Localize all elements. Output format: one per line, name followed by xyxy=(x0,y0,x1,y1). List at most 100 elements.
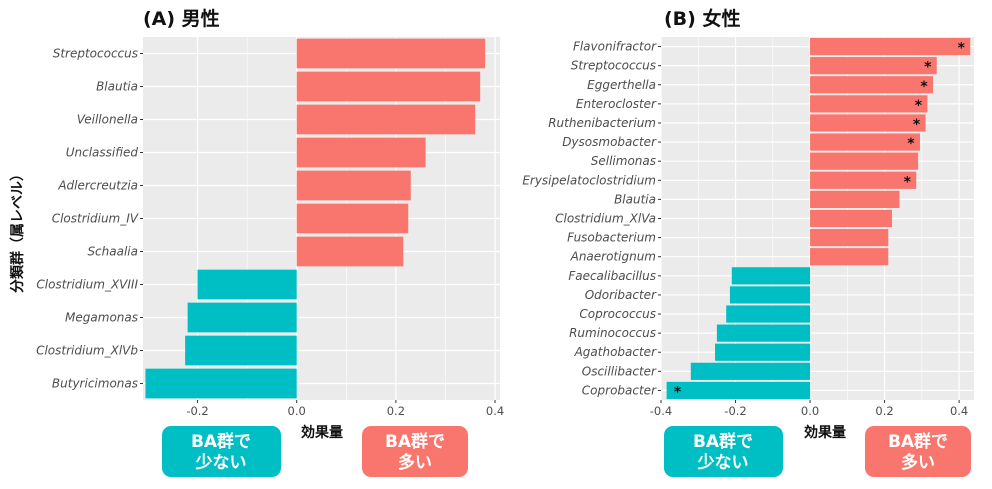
panel-b-category-label: Coprobacter xyxy=(582,383,657,397)
panel-a-x-ticks: -0.2 0.0 0.2 0.4 xyxy=(186,400,504,418)
panel-b-bar xyxy=(716,324,811,342)
panel-a-high-button-line2: 多い xyxy=(398,452,432,473)
panel-a-bar xyxy=(296,203,409,234)
panel-b-low-button: BA群で 少ない xyxy=(664,426,783,477)
panel-a-tick-label: 0.2 xyxy=(387,404,405,418)
panel-b-bar xyxy=(810,114,926,132)
panel-a-low-button: BA群で 少ない xyxy=(162,426,281,477)
panel-a-category-label: Schaalia xyxy=(87,245,138,259)
panel-b-tick-label: -0.2 xyxy=(724,404,746,418)
panel-a-bar xyxy=(185,335,297,366)
panel-a-tick-label: 0.0 xyxy=(288,404,306,418)
panel-b-low-button-line1: BA群で xyxy=(693,431,753,452)
panel-b: (B) 女性 Flavonifractor Streptococcus Eggert… xyxy=(522,7,974,441)
panel-b-bar xyxy=(729,286,811,304)
panel-b-category-label: Faecalibacillus xyxy=(568,269,656,283)
panel-b-category-label: Enterocloster xyxy=(576,97,657,111)
panel-a-bar xyxy=(296,38,486,69)
panel-b-category-label: Eggerthella xyxy=(587,78,656,92)
panel-b-category-label: Clostridium_XlVa xyxy=(555,212,656,226)
y-axis-title: 分類群（属レベル） xyxy=(9,167,26,293)
panel-b-tick-label: 0.2 xyxy=(875,404,893,418)
panel-b-category-label: Ruminococcus xyxy=(569,326,656,340)
panel-a-bar xyxy=(296,71,481,102)
panel-a-category-label: Blautia xyxy=(96,80,138,94)
panel-b-low-button-line2: 少ない xyxy=(697,453,749,473)
panel-a-low-button-bg xyxy=(162,426,281,477)
panel-b-significance-marker: * xyxy=(674,384,682,400)
panel-b-bar xyxy=(810,133,920,151)
panel-b-bar xyxy=(666,381,811,400)
panel-b-category-label: Dysosmobacter xyxy=(562,135,657,149)
panel-b-category-label: Anaerotignum xyxy=(570,250,656,264)
panel-a-category-label: Streptococcus xyxy=(53,47,138,61)
panel-b-significance-marker: * xyxy=(958,41,966,57)
panel-b-category-label: Streptococcus xyxy=(571,59,656,73)
panel-b-bar xyxy=(810,76,934,94)
panel-a-bar xyxy=(197,269,297,300)
panel-b-category-label: Fusobacterium xyxy=(567,231,656,245)
panel-b-bars xyxy=(666,37,971,400)
panel-b-bar xyxy=(810,57,937,75)
panel-a-bar xyxy=(296,170,411,201)
panel-b-bar xyxy=(690,362,811,380)
panel-a-category-label: Adlercreutzia xyxy=(57,179,138,193)
panel-b-category-label: Erysipelatoclostridium xyxy=(522,173,656,187)
panel-b-low-button-bg xyxy=(664,426,783,477)
panel-b-bar xyxy=(810,171,917,189)
panel-b-bar xyxy=(810,152,919,170)
panel-b-category-label: Sellimonas xyxy=(591,154,656,168)
panel-a-category-label: Butyricimonas xyxy=(52,377,138,391)
panel-a-bars xyxy=(145,38,486,399)
panel-b-high-button-line2: 多い xyxy=(901,452,935,473)
panel-a-category-label: Clostridium_IV xyxy=(52,212,139,226)
panel-b-bar xyxy=(726,305,811,323)
panel-b-significance-marker: * xyxy=(915,98,923,114)
panel-a-high-button-bg xyxy=(362,426,468,477)
panel-b-category-label: Coprococcus xyxy=(579,307,656,321)
panel-b-bar xyxy=(715,343,811,361)
panel-b-significance-markers: * * * * * * * * xyxy=(674,41,966,401)
panel-a-category-label: Veillonella xyxy=(77,113,138,127)
panel-b-title: (B) 女性 xyxy=(664,7,740,30)
panel-a-bar xyxy=(145,368,297,399)
panel-a-low-button-line1: BA群で xyxy=(191,431,251,452)
panel-a-title: (A) 男性 xyxy=(143,7,220,30)
panel-a-category-label: Clostridium_XVIII xyxy=(36,278,138,292)
panel-b-high-button-line1: BA群で xyxy=(888,431,948,452)
panel-b-significance-marker: * xyxy=(924,60,932,76)
panel-b-x-axis-title: 効果量 xyxy=(804,424,846,441)
panel-b-category-label: Ruthenibacterium xyxy=(548,116,656,130)
panel-b-category-label: Blautia xyxy=(614,192,656,206)
panel-a-high-button: BA群で 多い xyxy=(362,426,468,477)
panel-a-bar xyxy=(187,302,297,333)
panel-b-bar xyxy=(810,209,893,228)
panel-b-high-button-bg xyxy=(865,426,971,477)
panel-a-high-button-line1: BA群で xyxy=(385,431,445,452)
panel-b-significance-marker: * xyxy=(907,136,915,152)
panel-a-bar xyxy=(296,104,476,135)
panel-a-bar xyxy=(296,236,404,267)
panel-b-bar xyxy=(810,229,889,247)
panel-a-bar xyxy=(296,137,426,168)
panel-b-tick-label: 0.4 xyxy=(950,404,968,418)
panel-a-category-label: Megamonas xyxy=(65,311,138,325)
panel-b-category-label: Flavonifractor xyxy=(573,40,657,54)
panel-b-significance-marker: * xyxy=(913,117,921,133)
panel-a-category-label: Unclassified xyxy=(66,146,139,160)
panel-b-tick-label: 0.0 xyxy=(801,404,819,418)
panel-b-significance-marker: * xyxy=(920,79,928,95)
panel-a: (A) 男性 Streptococcus Blautia Veillonella Un… xyxy=(36,7,504,441)
panel-b-category-label: Agathobacter xyxy=(574,345,657,359)
panel-b-significance-marker: * xyxy=(904,174,912,190)
panel-b-bar xyxy=(731,267,811,285)
panel-b-category-labels: Flavonifractor Streptococcus Eggerthella En… xyxy=(522,40,661,397)
panel-b-high-button: BA群で 多い xyxy=(865,426,971,477)
panel-b-bar xyxy=(810,37,971,56)
panel-a-tick-label: -0.2 xyxy=(186,404,208,418)
panel-b-category-label: Odoribacter xyxy=(585,288,657,302)
panel-a-category-labels: Streptococcus Blautia Veillonella Unclassif… xyxy=(36,47,143,391)
panel-b-tick-label: -0.4 xyxy=(650,404,672,418)
panel-b-bar xyxy=(810,248,889,266)
